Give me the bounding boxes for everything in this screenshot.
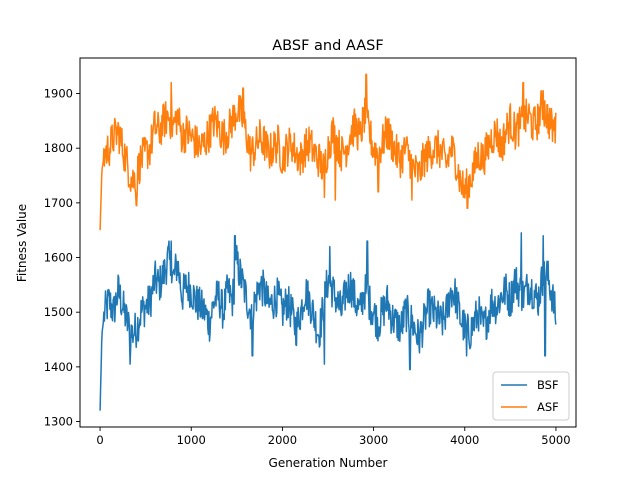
x-tick-label: 3000 <box>359 433 388 447</box>
legend-box <box>492 371 570 421</box>
x-tick-label: 2000 <box>268 433 297 447</box>
series-line-asf <box>99 73 557 231</box>
tick-layer: 0 1000 2000 3000 4000 5000 1300 1400 1500 1600 170… <box>44 87 571 447</box>
y-tick-label: 1400 <box>44 360 73 374</box>
y-tick-label: 1500 <box>44 305 73 319</box>
y-tick-label: 1900 <box>44 87 73 101</box>
chart-title: ABSF and AASF <box>272 38 383 54</box>
y-tick-label: 1300 <box>44 415 73 429</box>
x-tick-label: 1000 <box>177 433 206 447</box>
y-tick-label: 1600 <box>44 251 73 265</box>
x-tick-label: 4000 <box>450 433 479 447</box>
legend: BSF ASF <box>492 371 570 421</box>
x-tick-label: 0 <box>96 433 103 447</box>
series-layer <box>99 73 557 411</box>
y-axis-label: Fitness Value <box>15 204 29 282</box>
series-line-bsf <box>99 232 557 411</box>
legend-label-bsf: BSF <box>537 378 559 392</box>
x-tick-label: 5000 <box>541 433 570 447</box>
y-tick-label: 1800 <box>44 141 73 155</box>
y-tick-label: 1700 <box>44 196 73 210</box>
x-axis-label: Generation Number <box>269 456 388 470</box>
axes-frame <box>79 57 577 428</box>
legend-label-asf: ASF <box>537 400 559 414</box>
